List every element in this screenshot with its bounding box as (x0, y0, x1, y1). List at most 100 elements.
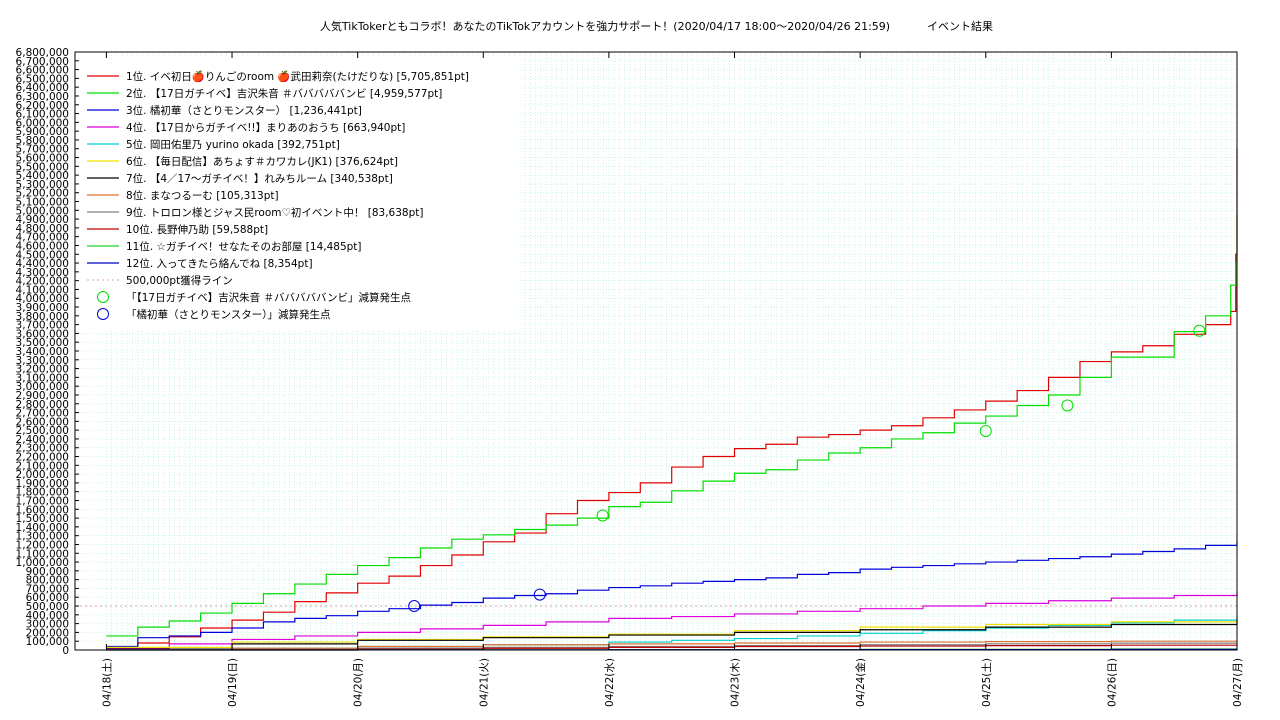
y-tick-label: 700,000 (26, 583, 69, 595)
y-tick-label: 200,000 (26, 627, 69, 639)
legend: 1位. イベ初日🍎りんごのroom 🍎武田莉奈(たけだりな) [5,705,85… (80, 58, 520, 330)
y-tick-label: 2,200,000 (16, 452, 69, 464)
y-tick-label: 300,000 (26, 619, 69, 631)
y-tick-label: 4,700,000 (16, 232, 69, 244)
y-tick-label: 5,400,000 (16, 170, 69, 182)
x-tick-label: 04/26(日) (1106, 658, 1118, 707)
y-tick-label: 3,100,000 (16, 372, 69, 384)
marker-point-2 (533, 588, 546, 601)
y-tick-label: 3,500,000 (16, 337, 69, 349)
y-tick-label: 4,100,000 (16, 284, 69, 296)
legend-label: 500,000pt獲得ライン (126, 274, 233, 287)
y-tick-label: 3,800,000 (16, 311, 69, 323)
legend-label: 11位. ☆ガチイベ！せなたそのお部屋 [14,485pt] (126, 240, 362, 253)
x-tick-label: 04/18(土) (100, 658, 113, 707)
y-tick-label: 1,500,000 (16, 513, 69, 525)
chart-title: 人気TikTokerともコラボ！あなたのTikTokアカウントを強力サポート！(… (320, 19, 890, 33)
y-tick-label: 5,900,000 (16, 126, 69, 138)
x-tick-label: 04/21(火) (478, 658, 490, 707)
legend-label: 4位. 【17日からガチイベ!!】まりあのおうち [663,940pt] (126, 121, 405, 134)
y-tick-label: 1,200,000 (16, 539, 69, 551)
y-tick-label: 4,300,000 (16, 267, 69, 279)
y-tick-label: 100,000 (26, 636, 69, 648)
x-tick-label: 04/25(土) (980, 658, 993, 707)
y-tick-label: 3,700,000 (16, 320, 69, 332)
y-tick-label: 6,300,000 (16, 91, 69, 103)
y-tick-label: 1,300,000 (16, 531, 69, 543)
y-tick-label: 2,800,000 (16, 399, 69, 411)
y-tick-label: 1,000,000 (16, 557, 69, 569)
y-tick-label: 2,700,000 (16, 408, 69, 420)
axes (74, 51, 1238, 651)
y-tick-label: 2,600,000 (16, 416, 69, 428)
x-tick-label: 04/27(月) (1232, 658, 1244, 707)
y-tick-label: 1,600,000 (16, 504, 69, 516)
y-tick-label: 5,800,000 (16, 135, 69, 147)
y-tick-label: 3,600,000 (16, 328, 69, 340)
y-tick-label: 6,400,000 (16, 82, 69, 94)
marker-point-1 (979, 425, 992, 438)
y-tick-label: 5,600,000 (16, 153, 69, 165)
y-tick-label: 1,900,000 (16, 478, 69, 490)
markers (408, 324, 1206, 613)
y-tick-label: 2,300,000 (16, 443, 69, 455)
plot-frame (74, 51, 1238, 651)
y-tick-label: 5,700,000 (16, 144, 69, 156)
y-tick-label: 3,300,000 (16, 355, 69, 367)
x-tick-label: 04/19(日) (227, 658, 239, 707)
x-tick-label: 04/20(月) (353, 658, 365, 707)
y-tick-label: 6,800,000 (16, 47, 69, 59)
marker-point-2 (408, 600, 421, 613)
y-tick-label: 6,700,000 (16, 56, 69, 68)
series-line-5 (106, 615, 1238, 651)
y-tick-label: 3,200,000 (16, 364, 69, 376)
y-tick-label: 2,500,000 (16, 425, 69, 437)
y-tick-label: 5,200,000 (16, 188, 69, 200)
y-tick-label: 500,000 (26, 601, 69, 613)
chart-subtitle: イベント結果 (927, 19, 993, 33)
y-tick-label: 6,000,000 (16, 117, 69, 129)
legend-label: 6位. 【毎日配信】あちょす＃カワカレ(JK1) [376,624pt] (126, 155, 398, 168)
legend-label: 「【17日ガチイベ】吉沢朱音 ＃バババババンビ」減算発生点 (126, 291, 411, 304)
y-tick-label: 900,000 (26, 566, 69, 578)
y-tick-label: 1,100,000 (16, 548, 69, 560)
y-tick-label: 3,400,000 (16, 346, 69, 358)
y-tick-label: 6,600,000 (16, 65, 69, 77)
x-tick-label: 04/24(金) (854, 658, 867, 707)
legend-label: 2位. 【17日ガチイベ】吉沢朱音 ＃バババババンビ [4,959,577pt] (126, 87, 442, 100)
legend-label: 8位. まなつるーむ [105,313pt] (126, 189, 279, 202)
series-line-3 (106, 541, 1238, 648)
y-tick-label: 6,100,000 (16, 109, 69, 121)
series-line-2 (106, 213, 1238, 637)
y-axis-ticks: 0100,000200,000300,000400,000500,000600,… (16, 47, 69, 657)
y-tick-label: 4,200,000 (16, 276, 69, 288)
y-tick-label: 4,000,000 (16, 293, 69, 305)
y-tick-label: 0 (62, 645, 69, 657)
legend-label: 10位. 長野伸乃助 [59,588pt] (126, 223, 268, 236)
marker-point-1 (1061, 399, 1074, 412)
series-line-7 (106, 620, 1238, 650)
y-tick-label: 1,800,000 (16, 487, 69, 499)
legend-marker-swatch (97, 291, 109, 303)
series-line-4 (106, 591, 1238, 649)
y-tick-label: 5,100,000 (16, 197, 69, 209)
y-tick-label: 6,500,000 (16, 73, 69, 85)
y-tick-label: 2,900,000 (16, 390, 69, 402)
marker-point-1 (1193, 324, 1206, 337)
y-tick-label: 6,200,000 (16, 100, 69, 112)
legend-background (80, 58, 520, 330)
y-tick-label: 4,400,000 (16, 258, 69, 270)
y-tick-label: 5,500,000 (16, 161, 69, 173)
y-tick-label: 5,300,000 (16, 179, 69, 191)
legend-label: 9位. トロロン様とジャス民room♡初イベント中！ [83,638pt] (126, 206, 423, 219)
y-tick-label: 5,000,000 (16, 205, 69, 217)
legend-label: 7位. 【4／17～ガチイベ！】れみちルーム [340,538pt] (126, 172, 393, 185)
y-tick-label: 3,900,000 (16, 302, 69, 314)
y-tick-label: 3,000,000 (16, 381, 69, 393)
legend-marker-swatch (97, 308, 109, 320)
legend-label: 5位. 岡田佑里乃 yurino okada [392,751pt] (126, 138, 340, 151)
legend-label: 3位. 橘初華（さとりモンスター） [1,236,441pt] (126, 104, 362, 117)
x-axis-ticks: 04/18(土) 04/19(日) 04/20(月) 04/21(火) 04/22(水)… (100, 658, 1244, 707)
legend-label: 1位. イベ初日🍎りんごのroom 🍎武田莉奈(たけだりな) [5,705,85… (126, 70, 469, 83)
